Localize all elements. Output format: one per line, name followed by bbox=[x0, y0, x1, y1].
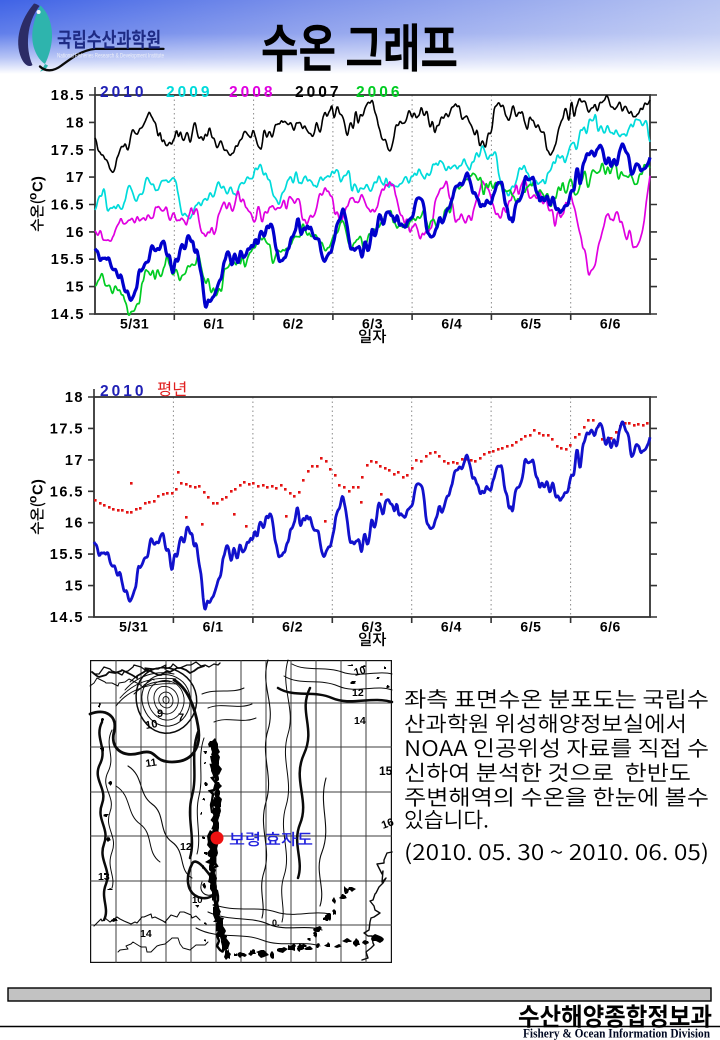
svg-text:6/4: 6/4 bbox=[441, 316, 462, 332]
svg-text:2008: 2008 bbox=[229, 84, 275, 101]
svg-text:17.5: 17.5 bbox=[51, 143, 85, 159]
svg-text:2009: 2009 bbox=[166, 84, 212, 101]
svg-text:C): C) bbox=[30, 479, 47, 495]
svg-text:15: 15 bbox=[65, 579, 84, 595]
svg-text:18: 18 bbox=[66, 115, 85, 131]
svg-text:12: 12 bbox=[180, 841, 192, 853]
svg-text:14: 14 bbox=[140, 928, 152, 940]
svg-text:15: 15 bbox=[66, 280, 85, 296]
svg-text:Fishery & Ocean Information Di: Fishery & Ocean Information Division bbox=[523, 1027, 710, 1040]
svg-text:16.5: 16.5 bbox=[50, 484, 84, 500]
svg-text:2006: 2006 bbox=[356, 84, 402, 101]
svg-text:5/31: 5/31 bbox=[120, 316, 149, 332]
svg-text:16: 16 bbox=[66, 225, 85, 241]
svg-text:14: 14 bbox=[354, 715, 366, 727]
svg-text:10: 10 bbox=[192, 895, 203, 906]
svg-text:0.: 0. bbox=[272, 918, 280, 928]
svg-text:o: o bbox=[26, 496, 40, 503]
svg-text:National Fisheries Research &: National Fisheries Research & Developmen… bbox=[57, 54, 165, 60]
svg-text:18: 18 bbox=[65, 390, 84, 406]
svg-text:2010: 2010 bbox=[100, 383, 146, 400]
svg-text:14.5: 14.5 bbox=[51, 307, 85, 323]
svg-text:7: 7 bbox=[178, 712, 184, 724]
svg-text:6/3: 6/3 bbox=[362, 619, 383, 635]
svg-text:18.5: 18.5 bbox=[51, 88, 85, 104]
svg-text:17.5: 17.5 bbox=[50, 421, 84, 437]
svg-text:6/6: 6/6 bbox=[600, 316, 621, 332]
svg-text:o: o bbox=[26, 193, 40, 200]
svg-text:2007: 2007 bbox=[295, 84, 341, 101]
svg-text:12: 12 bbox=[352, 687, 364, 699]
svg-text:6/5: 6/5 bbox=[521, 316, 542, 332]
svg-text:C): C) bbox=[30, 176, 47, 192]
svg-text:2010: 2010 bbox=[100, 84, 146, 101]
svg-text:6/2: 6/2 bbox=[283, 316, 304, 332]
svg-text:6/1: 6/1 bbox=[203, 316, 224, 332]
svg-text:16: 16 bbox=[380, 816, 396, 831]
svg-text:5/31: 5/31 bbox=[119, 619, 148, 635]
svg-text:6/2: 6/2 bbox=[282, 619, 303, 635]
svg-text:15.5: 15.5 bbox=[51, 252, 85, 268]
svg-text:14.5: 14.5 bbox=[50, 610, 84, 626]
svg-text:10: 10 bbox=[144, 718, 158, 732]
svg-text:13: 13 bbox=[98, 871, 110, 883]
svg-text:17: 17 bbox=[65, 453, 84, 469]
svg-text:6/1: 6/1 bbox=[203, 619, 224, 635]
svg-text:6/3: 6/3 bbox=[362, 316, 383, 332]
svg-text:6/5: 6/5 bbox=[520, 619, 541, 635]
svg-text:17: 17 bbox=[66, 170, 85, 186]
svg-text:15.5: 15.5 bbox=[50, 547, 84, 563]
svg-text:16.5: 16.5 bbox=[51, 198, 85, 214]
svg-text:11: 11 bbox=[145, 757, 158, 770]
svg-text:16: 16 bbox=[65, 516, 84, 532]
svg-text:15: 15 bbox=[379, 764, 393, 778]
svg-text:9: 9 bbox=[157, 708, 163, 720]
svg-text:6/4: 6/4 bbox=[441, 619, 462, 635]
svg-text:10: 10 bbox=[353, 664, 368, 679]
svg-text:6/6: 6/6 bbox=[600, 619, 621, 635]
